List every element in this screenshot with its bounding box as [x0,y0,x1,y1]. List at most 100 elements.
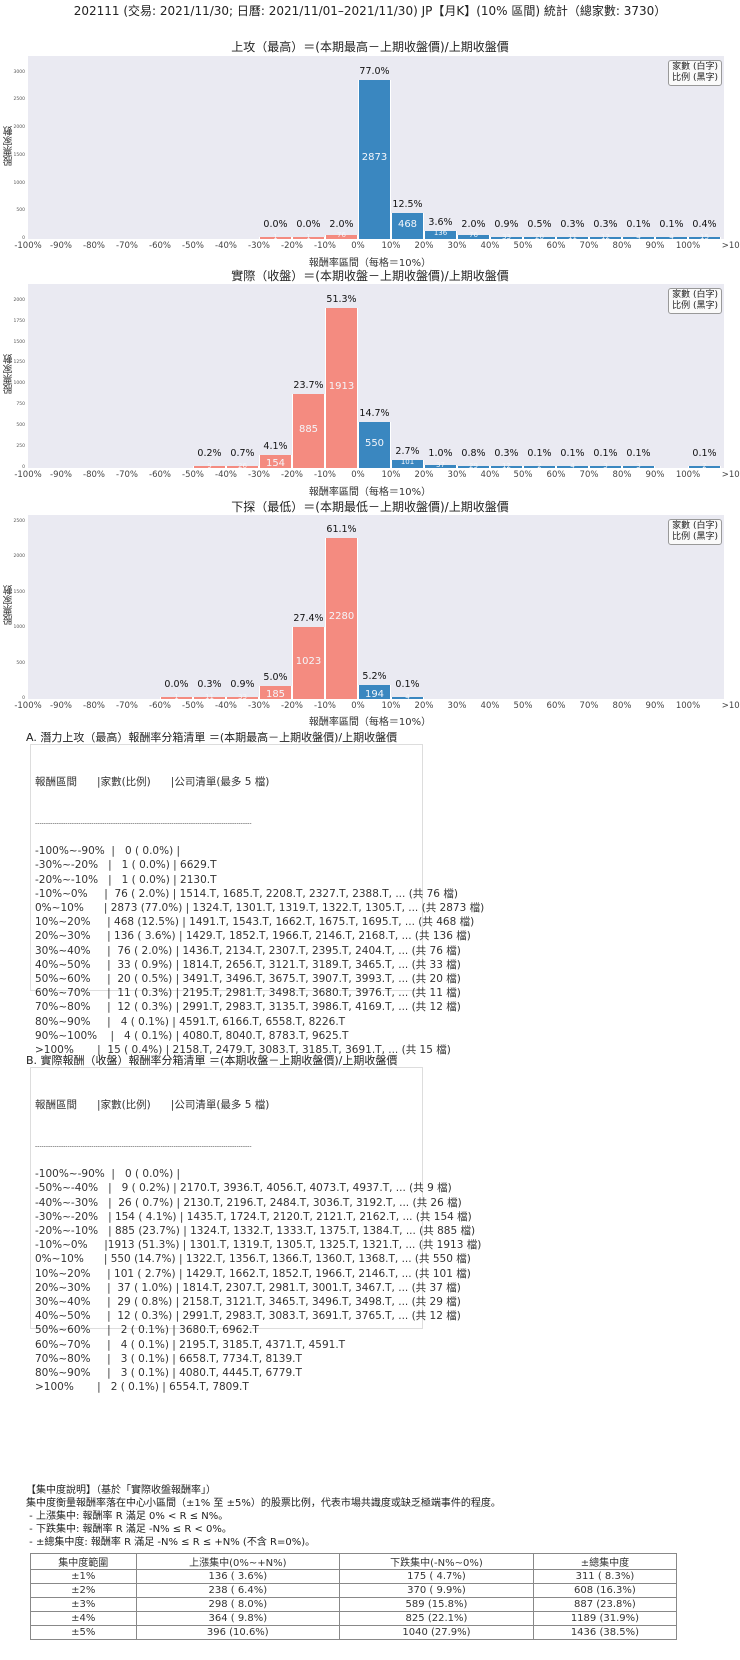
histogram-bar: 11 [556,233,589,241]
x-tick-label: -80% [83,470,105,480]
bar-percent-label: 0.7% [230,448,255,459]
list-row: 70%~80% | 12 ( 0.3%) | 2991.T, 2983.T, 3… [35,1001,461,1014]
chart-legend: 家數 (白字) 比例 (黑字) [668,288,722,314]
histogram-bar: 4 [391,693,424,701]
bar-count-label: 4 [669,233,674,241]
bar-percent-label: 0.1% [395,679,420,690]
bar-percent-label: 0.9% [494,219,519,230]
table-cell: ±1% [30,1569,137,1584]
list-row: -40%~-30% | 26 ( 0.7%) | 2130.T, 2196.T,… [35,1196,462,1209]
bar-percent-label: 5.2% [362,671,387,683]
histogram-bar: 1 [160,693,193,701]
y-tick-label: 250 [16,444,25,450]
x-tick-label: 40% [480,241,500,251]
histogram-bar: 76 [325,231,358,239]
histogram-bar: 136 [424,229,457,239]
chart-title: 上攻（最高）＝(本期最高－上期收盤價)/上期收盤價 [231,40,509,54]
bar-count-label: 468 [397,219,418,231]
x-tick-label: 10% [381,241,401,251]
x-tick-label: 50% [513,470,533,480]
x-tick-label: 40% [480,701,500,711]
x-tick-label: 20% [414,470,434,480]
bar-percent-label: 0.0% [263,219,288,230]
legend-percent-label: 比例 (黑字) [672,301,718,311]
bar-count-label: 185 [265,688,286,700]
column-header: 集中度範圍 [30,1553,137,1570]
concentration-table: 集中度範圍 上漲集中(0%~+N%) 下跌集中(-N%~0%) ±總集中度 ±1% 13… [30,1553,678,1640]
y-tick-label: 2000 [13,554,25,560]
bar-percent-label: 51.3% [326,294,357,305]
y-tick-label: 2500 [13,519,25,525]
histogram-bar: 12 [589,233,622,241]
bar-count-label: 76 [469,230,478,239]
table-cell: ±4% [30,1611,137,1626]
x-tick-label: 0% [351,701,365,711]
x-tick-label: 80% [612,701,632,711]
bar-count-label: 20 [535,233,544,241]
histogram-bar: 76 [457,231,490,239]
list-row: -30%~-20% | 154 ( 4.1%) | 1435.T, 1724.T… [35,1210,472,1223]
histogram-bar: 4 [556,462,589,470]
x-tick-label: 100% [675,241,701,251]
x-tick-label: -10% [314,241,336,251]
histogram-bar: 15 [688,233,721,241]
x-tick-label: 60% [546,241,566,251]
x-tick-label: 90% [645,470,665,480]
bar-percent-label: 5.0% [263,671,288,683]
list-row: 70%~80% | 3 ( 0.1%) | 6658.T, 7734.T, 81… [35,1352,302,1365]
histogram-bar: 1 [292,233,325,241]
x-tick-label: 50% [513,241,533,251]
table-cell: 887 (23.8%) [532,1597,678,1612]
x-tick-label: -60% [149,470,171,480]
table-cell: 1189 (31.9%) [532,1611,678,1626]
bar-percent-label: 3.6% [428,217,453,229]
x-tick-label: -50% [182,701,204,711]
x-tick-label: 80% [612,470,632,480]
table-cell: ±2% [30,1583,137,1598]
table-cell: 608 (16.3%) [532,1583,678,1598]
x-tick-label: -20% [281,470,303,480]
bar-percent-label: 4.1% [263,441,288,453]
chart-title: 下探（最低）＝(本期最低－上期收盤價)/上期收盤價 [231,500,509,514]
page-title: 202111 (交易: 2021/11/30; 日曆: 2021/11/01–2… [73,4,667,18]
x-tick-label: -90% [50,701,72,711]
list-row: -100%~-90% | 0 ( 0.0%) | [35,845,181,858]
y-tick-label: 1500 [13,589,25,595]
y-tick-label: 2000 [13,297,25,303]
table-header-row: 集中度範圍 上漲集中(0%~+N%) 下跌集中(-N%~0%) ±總集中度 [30,1553,678,1570]
bar-percent-label: 0.1% [659,219,684,230]
x-tick-label: -100% [14,701,42,711]
list-row: 10%~20% | 101 ( 2.7%) | 1429.T, 1662.T, … [35,1267,471,1280]
x-tick-label: 100% [675,701,701,711]
list-row: 80%~90% | 3 ( 0.1%) | 4080.T, 4445.T, 67… [35,1367,302,1380]
x-tick-label: >100% [721,241,740,251]
table-cell: 364 ( 9.8%) [135,1611,341,1626]
description-line: - 上漲集中: 報酬率 R 滿足 0% < R ≤ N%。 [26,1511,229,1522]
bar-percent-label: 61.1% [326,523,357,535]
table-cell: 175 ( 4.7%) [339,1569,534,1584]
x-tick-label: 80% [612,241,632,251]
bar-count-label: 2873 [361,152,388,164]
column-header: 上漲集中(0%~+N%) [135,1553,341,1570]
histogram-bar: 3 [589,462,622,470]
list-row: 90%~100% | 4 ( 0.1%) | 4080.T, 8040.T, 8… [35,1029,349,1042]
bar-percent-label: 2.0% [329,219,354,230]
bar-percent-label: 0.1% [593,448,618,459]
bar-count-label: 33 [502,233,511,241]
section-a-list: 報酬區間 |家數(比例) |公司清單(最多 5 檔) -------------… [30,744,484,1056]
histogram-bar: 550 [358,422,391,468]
list-row: >100% | 2 ( 0.1%) | 6554.T, 7809.T [35,1381,249,1394]
histogram-bar: 885 [292,393,325,468]
list-row: -10%~0% | 76 ( 2.0%) | 1514.T, 1685.T, 2… [35,887,458,900]
bar-percent-label: 77.0% [359,65,390,77]
bar-percent-label: 0.2% [197,448,222,459]
y-tick-label: 500 [16,208,25,214]
y-tick-label: 0 [22,696,25,701]
histogram-bar: 20 [523,233,556,241]
list-row: 50%~60% | 2 ( 0.1%) | 3680.T, 6962.T [35,1324,259,1337]
table-cell: 1436 (38.5%) [532,1625,678,1640]
x-tick-label: 20% [414,241,434,251]
x-tick-label: -20% [281,701,303,711]
list-header: 報酬區間 |家數(比例) |公司清單(最多 5 檔) [35,776,270,789]
chart-low: 下探（最低）＝(本期最低－上期收盤價)/上期收盤價 股票家數 0 500 1000 150… [0,0,740,730]
